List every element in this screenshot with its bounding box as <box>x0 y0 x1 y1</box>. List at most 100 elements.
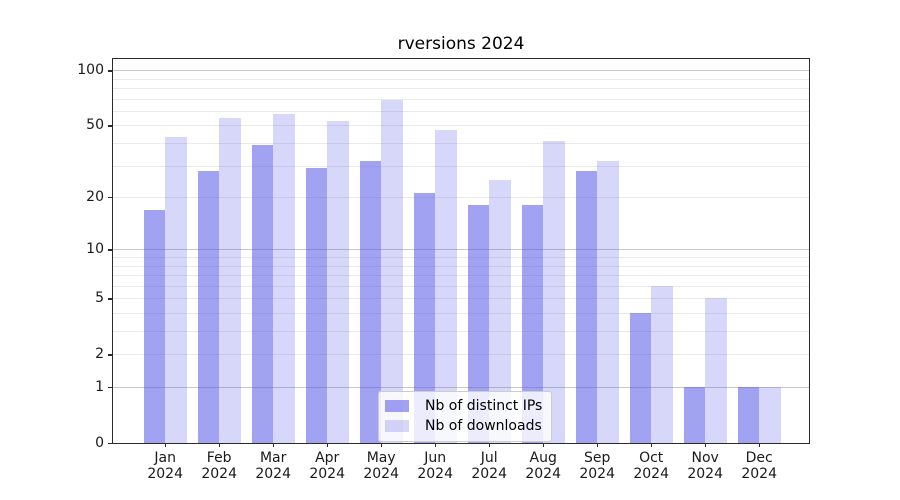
x-tick-year: 2024 <box>633 465 669 482</box>
legend-label-distinct-ips: Nb of distinct IPs <box>425 398 543 414</box>
x-tick-label-oct: Oct 2024 <box>621 450 681 482</box>
bar-distinct-ips-aug <box>521 205 544 443</box>
x-tick-month: Oct <box>639 450 664 466</box>
x-tick-label-jun: Jun 2024 <box>405 450 465 482</box>
legend-swatch-distinct-ips <box>385 400 409 412</box>
x-tick-label-jan: Jan 2024 <box>135 450 195 482</box>
gridline-9 <box>113 257 809 258</box>
gridline-1 <box>113 387 809 388</box>
x-tick-month: Feb <box>206 450 232 466</box>
grid-layer <box>113 59 809 443</box>
chart-title: rversions 2024 <box>397 34 525 54</box>
legend-label-downloads: Nb of downloads <box>425 418 542 434</box>
y-tick-mark-2 <box>108 354 112 356</box>
gridline-4 <box>113 313 809 314</box>
gridline-6 <box>113 285 809 287</box>
y-tick-label-100: 100 <box>77 62 104 79</box>
gridline-70 <box>113 98 809 100</box>
bar-layer <box>113 59 809 443</box>
bar-downloads-feb <box>219 117 241 443</box>
gridline-5 <box>113 298 809 300</box>
gridline-80 <box>113 88 809 89</box>
x-tick-mark-oct <box>650 443 652 447</box>
x-tick-year: 2024 <box>471 465 507 482</box>
y-tick-label-2: 2 <box>95 346 104 363</box>
x-tick-month: Jul <box>480 450 498 466</box>
x-tick-label-mar: Mar 2024 <box>243 450 303 482</box>
bar-downloads-jan <box>165 137 187 443</box>
gridline-2 <box>113 354 809 356</box>
bar-downloads-aug <box>543 141 565 443</box>
legend-item-downloads: Nb of downloads <box>385 418 542 434</box>
x-tick-month: May <box>366 450 396 466</box>
x-tick-label-dec: Dec 2024 <box>729 450 789 482</box>
x-tick-month: Sep <box>583 450 611 466</box>
y-tick-label-1: 1 <box>95 379 104 395</box>
x-tick-label-aug: Aug 2024 <box>513 450 573 482</box>
y-tick-label-50: 50 <box>86 117 104 134</box>
x-tick-mark-sep <box>596 443 598 447</box>
x-tick-mark-dec <box>758 443 760 447</box>
legend: Nb of distinct IPs Nb of downloads <box>378 391 553 442</box>
x-tick-month: Aug <box>529 450 557 466</box>
gridline-7 <box>113 275 809 276</box>
x-tick-mark-mar <box>272 443 274 447</box>
bar-downloads-mar <box>273 113 295 443</box>
y-tick-label-20: 20 <box>86 189 104 206</box>
bar-downloads-apr <box>327 120 349 443</box>
y-tick-label-5: 5 <box>95 290 104 307</box>
x-tick-mark-jan <box>164 443 166 447</box>
bar-downloads-oct <box>651 285 673 443</box>
x-tick-mark-jun <box>434 443 436 447</box>
x-tick-month: Nov <box>691 450 719 466</box>
gridline-50 <box>113 125 809 127</box>
x-tick-year: 2024 <box>525 465 561 482</box>
bar-distinct-ips-feb <box>197 171 220 443</box>
bar-distinct-ips-may <box>359 160 382 443</box>
gridline-3 <box>113 331 809 332</box>
gridline-30 <box>113 165 809 167</box>
x-tick-label-nov: Nov 2024 <box>675 450 735 482</box>
x-tick-label-feb: Feb 2024 <box>189 450 249 482</box>
bar-downloads-nov <box>705 298 727 443</box>
y-tick-mark-100 <box>108 70 112 72</box>
bar-downloads-jun <box>435 130 457 443</box>
x-tick-mark-aug <box>542 443 544 447</box>
y-tick-mark-10 <box>108 249 112 251</box>
bar-downloads-dec <box>759 387 781 443</box>
x-tick-year: 2024 <box>417 465 453 482</box>
x-tick-mark-apr <box>326 443 328 447</box>
x-tick-year: 2024 <box>309 465 345 482</box>
gridline-20 <box>113 197 809 199</box>
bar-distinct-ips-jun <box>413 193 436 443</box>
x-tick-label-sep: Sep 2024 <box>567 450 627 482</box>
plot-area: Nb of distinct IPs Nb of downloads <box>112 58 810 444</box>
gridline-10 <box>113 249 809 251</box>
y-tick-mark-20 <box>108 197 112 199</box>
y-tick-mark-5 <box>108 298 112 300</box>
y-tick-label-0: 0 <box>95 435 104 451</box>
y-tick-mark-50 <box>108 125 112 127</box>
x-tick-year: 2024 <box>147 465 183 482</box>
x-tick-mark-may <box>380 443 382 447</box>
bar-distinct-ips-jan <box>143 209 166 443</box>
x-tick-month: Jun <box>424 450 447 466</box>
x-tick-year: 2024 <box>687 465 723 482</box>
x-tick-month: Jan <box>154 450 176 466</box>
y-tick-mark-0 <box>108 443 112 445</box>
bar-distinct-ips-sep <box>575 171 598 443</box>
bar-distinct-ips-apr <box>305 168 328 443</box>
x-tick-month: Apr <box>315 450 340 466</box>
bar-distinct-ips-oct <box>629 313 652 443</box>
bar-downloads-sep <box>597 160 619 443</box>
gridline-8 <box>113 265 809 267</box>
bar-distinct-ips-mar <box>251 145 274 443</box>
gridline-40 <box>113 143 809 144</box>
bar-distinct-ips-jul <box>467 205 490 443</box>
x-tick-year: 2024 <box>741 465 777 482</box>
x-tick-month: Dec <box>745 450 773 466</box>
legend-swatch-downloads <box>385 420 409 432</box>
x-tick-mark-nov <box>704 443 706 447</box>
bar-downloads-may <box>381 99 403 443</box>
